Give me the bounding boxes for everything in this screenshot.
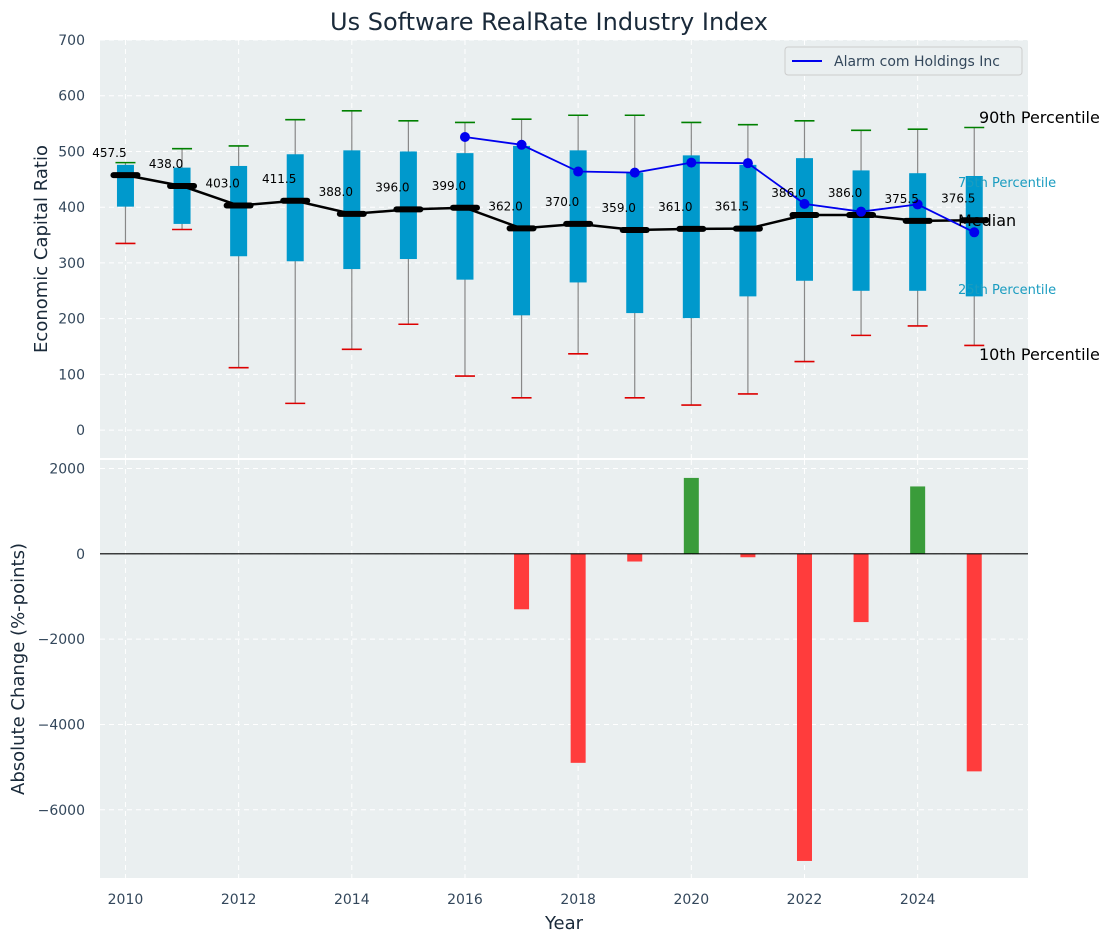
median-value-label: 361.5	[715, 200, 749, 214]
iqr-box	[286, 154, 304, 262]
top-y-tick-label: 100	[58, 367, 85, 383]
p10-annotation: 10th Percentile	[979, 345, 1100, 364]
iqr-box	[173, 167, 191, 224]
iqr-box	[852, 170, 870, 291]
positive-change-bar	[683, 477, 699, 554]
company-point	[573, 166, 584, 177]
negative-change-bar	[627, 553, 643, 562]
iqr-box	[909, 173, 927, 291]
company-point	[856, 206, 867, 217]
legend-label: Alarm com Holdings Inc	[834, 54, 1000, 70]
bottom-y-tick-label: −2000	[38, 632, 85, 648]
company-point	[629, 167, 640, 178]
x-tick-label: 2016	[447, 892, 483, 908]
top-y-tick-label: 300	[58, 256, 85, 272]
p90-annotation: 90th Percentile	[979, 108, 1100, 127]
negative-change-bar	[966, 553, 982, 772]
negative-change-bar	[796, 553, 812, 861]
median-value-label: 396.0	[375, 180, 409, 194]
x-tick-label: 2012	[221, 892, 257, 908]
x-tick-label: 2010	[108, 892, 144, 908]
percentile-annotations: 90th Percentile 75th Percentile Median 2…	[958, 108, 1100, 364]
top-y-tick-label: 500	[58, 144, 85, 160]
iqr-box	[626, 172, 644, 314]
median-value-label: 370.0	[545, 195, 579, 209]
negative-change-bar	[740, 553, 756, 558]
bottom-y-tick-label: −6000	[38, 803, 85, 819]
median-value-labels: 457.5 438.0 403.0 411.5 388.0 396.0 399.0 362.0…	[92, 146, 975, 215]
legend: Alarm com Holdings Inc	[784, 46, 1023, 76]
top-y-tick-label: 200	[58, 312, 85, 328]
median-trend	[110, 172, 990, 234]
iqr-box	[343, 150, 361, 270]
x-tick-labels: 2010 2012 2014 2016 2018 2020 2022 2024	[108, 892, 936, 908]
x-tick-label: 2024	[900, 892, 936, 908]
company-point	[742, 158, 753, 169]
top-y-axis-label: Economic Capital Ratio	[31, 145, 52, 353]
median-value-label: 361.0	[658, 200, 692, 214]
median-value-label: 457.5	[92, 146, 126, 160]
median-value-label: 359.0	[602, 201, 636, 215]
bottom-y-tick-label: −4000	[38, 717, 85, 733]
median-value-label: 375.5	[884, 192, 918, 206]
legend-box	[784, 46, 1023, 76]
top-panel-background	[100, 40, 1028, 458]
median-trend-line	[125, 173, 975, 232]
negative-change-bar	[514, 553, 530, 610]
bottom-panel-background	[100, 460, 1028, 878]
box-plot-panel: 0 100 200 300 400 500 600 700 457.5 438.0 403.0 41…	[31, 8, 1100, 458]
x-tick-label: 2018	[560, 892, 596, 908]
top-y-tick-label: 600	[58, 89, 85, 105]
median-value-label: 362.0	[488, 199, 522, 213]
iqr-box	[456, 153, 474, 280]
change-bars	[514, 477, 982, 861]
company-point	[912, 199, 923, 210]
median-value-label: 376.5	[941, 191, 975, 205]
median-value-label: 399.0	[432, 179, 466, 193]
p25-annotation: 25th Percentile	[958, 283, 1056, 298]
top-y-tick-label: 700	[58, 33, 85, 49]
company-point	[516, 139, 527, 150]
median-value-label: 403.0	[205, 177, 239, 191]
iqr-box	[795, 158, 813, 281]
top-y-tick-labels: 0 100 200 300 400 500 600 700	[58, 33, 85, 439]
iqr-box	[682, 155, 700, 319]
median-value-label: 388.0	[319, 185, 353, 199]
company-series	[459, 131, 980, 238]
company-line	[464, 136, 975, 234]
iqr-box	[116, 164, 134, 207]
negative-change-bar	[570, 553, 586, 763]
bottom-y-tick-label: 0	[76, 547, 85, 563]
top-y-tick-label: 400	[58, 200, 85, 216]
top-y-tick-label: 0	[76, 423, 85, 439]
p75-annotation: 75th Percentile	[958, 176, 1056, 191]
median-annotation: Median	[958, 211, 1016, 230]
x-tick-label: 2020	[673, 892, 709, 908]
company-point	[686, 157, 697, 168]
median-value-label: 386.0	[771, 186, 805, 200]
bottom-y-tick-labels: −6000 −4000 −2000 0 2000	[38, 462, 85, 819]
iqr-box	[569, 150, 587, 283]
x-axis-label: Year	[544, 913, 584, 934]
chart-title: Us Software RealRate Industry Index	[330, 8, 768, 36]
company-point	[799, 198, 810, 209]
iqr-box	[399, 151, 417, 260]
negative-change-bar	[853, 553, 869, 623]
company-point	[459, 131, 470, 142]
median-value-label: 411.5	[262, 172, 296, 186]
company-point	[969, 227, 980, 238]
bottom-y-axis-label: Absolute Change (%-points)	[8, 543, 29, 795]
x-tick-label: 2014	[334, 892, 370, 908]
positive-change-bar	[910, 486, 926, 554]
median-value-label: 438.0	[149, 157, 183, 171]
bottom-y-tick-label: 2000	[49, 462, 85, 478]
median-value-label: 386.0	[828, 186, 862, 200]
x-tick-label: 2022	[787, 892, 823, 908]
iqr-box	[230, 165, 248, 257]
